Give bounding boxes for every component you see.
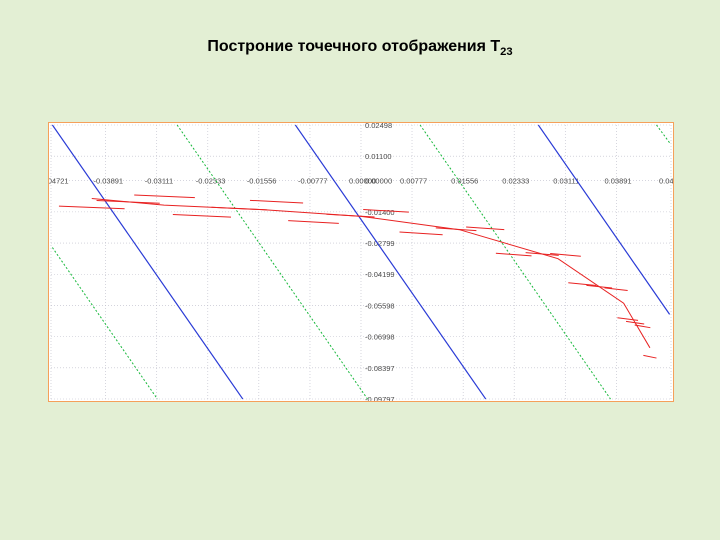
title-subscript: 23 [500,46,512,58]
green-line [420,125,610,399]
y-tick-label: -0.04199 [365,270,395,279]
blue-line [538,125,669,314]
red-stroke [643,355,656,358]
x-tick-label: -0.03111 [145,177,174,186]
page-title: Построние точечного отображения T23 [0,0,720,58]
red-stroke [211,207,267,210]
x-tick-label: -0.03891 [94,177,124,186]
green-line [52,248,157,400]
x-tick-label: 0.00777 [400,177,427,186]
green-line [177,125,367,399]
y-tick-label: 0.02498 [365,123,392,130]
x-tick-label: 0.01556 [451,177,478,186]
x-tick-label: 0.04721 [659,177,673,186]
y-tick-label: 0.01100 [365,152,392,161]
x-tick-label: 0.03891 [604,177,631,186]
title-text: Построние точечного отображения T [207,38,500,55]
red-stroke [568,283,596,286]
red-stroke [173,214,231,217]
green-line [656,125,669,143]
red-stroke [436,228,477,231]
y-tick-label: -0.05598 [365,301,395,310]
blue-line [295,125,485,399]
red-stroke [496,253,532,256]
x-tick-label: -0.04721 [49,177,69,186]
y-tick-label: -0.08397 [365,364,395,373]
red-stroke [466,227,504,230]
red-stroke [617,318,638,321]
red-stroke [134,195,195,198]
red-stroke [250,200,303,203]
red-stroke [288,221,339,224]
y-tick-label: -0.01400 [365,208,395,217]
blue-line [52,125,242,399]
red-stroke [605,288,628,291]
x-tick-label: -0.01556 [247,177,277,186]
y-tick-label: -0.09797 [365,395,395,401]
x-tick-label: 0.02333 [502,177,529,186]
red-stroke [586,285,612,288]
x-tick-label: -0.02333 [196,177,226,186]
y-tick-label: -0.06998 [365,333,395,342]
x-tick-label: 0.00000 [349,177,376,186]
chart-container: 0.024980.011000.00000-0.01400-0.02799-0.… [48,122,674,402]
red-stroke [59,206,125,209]
chart-svg: 0.024980.011000.00000-0.01400-0.02799-0.… [49,123,673,401]
x-tick-label: -0.00777 [298,177,328,186]
red-stroke [399,232,442,235]
